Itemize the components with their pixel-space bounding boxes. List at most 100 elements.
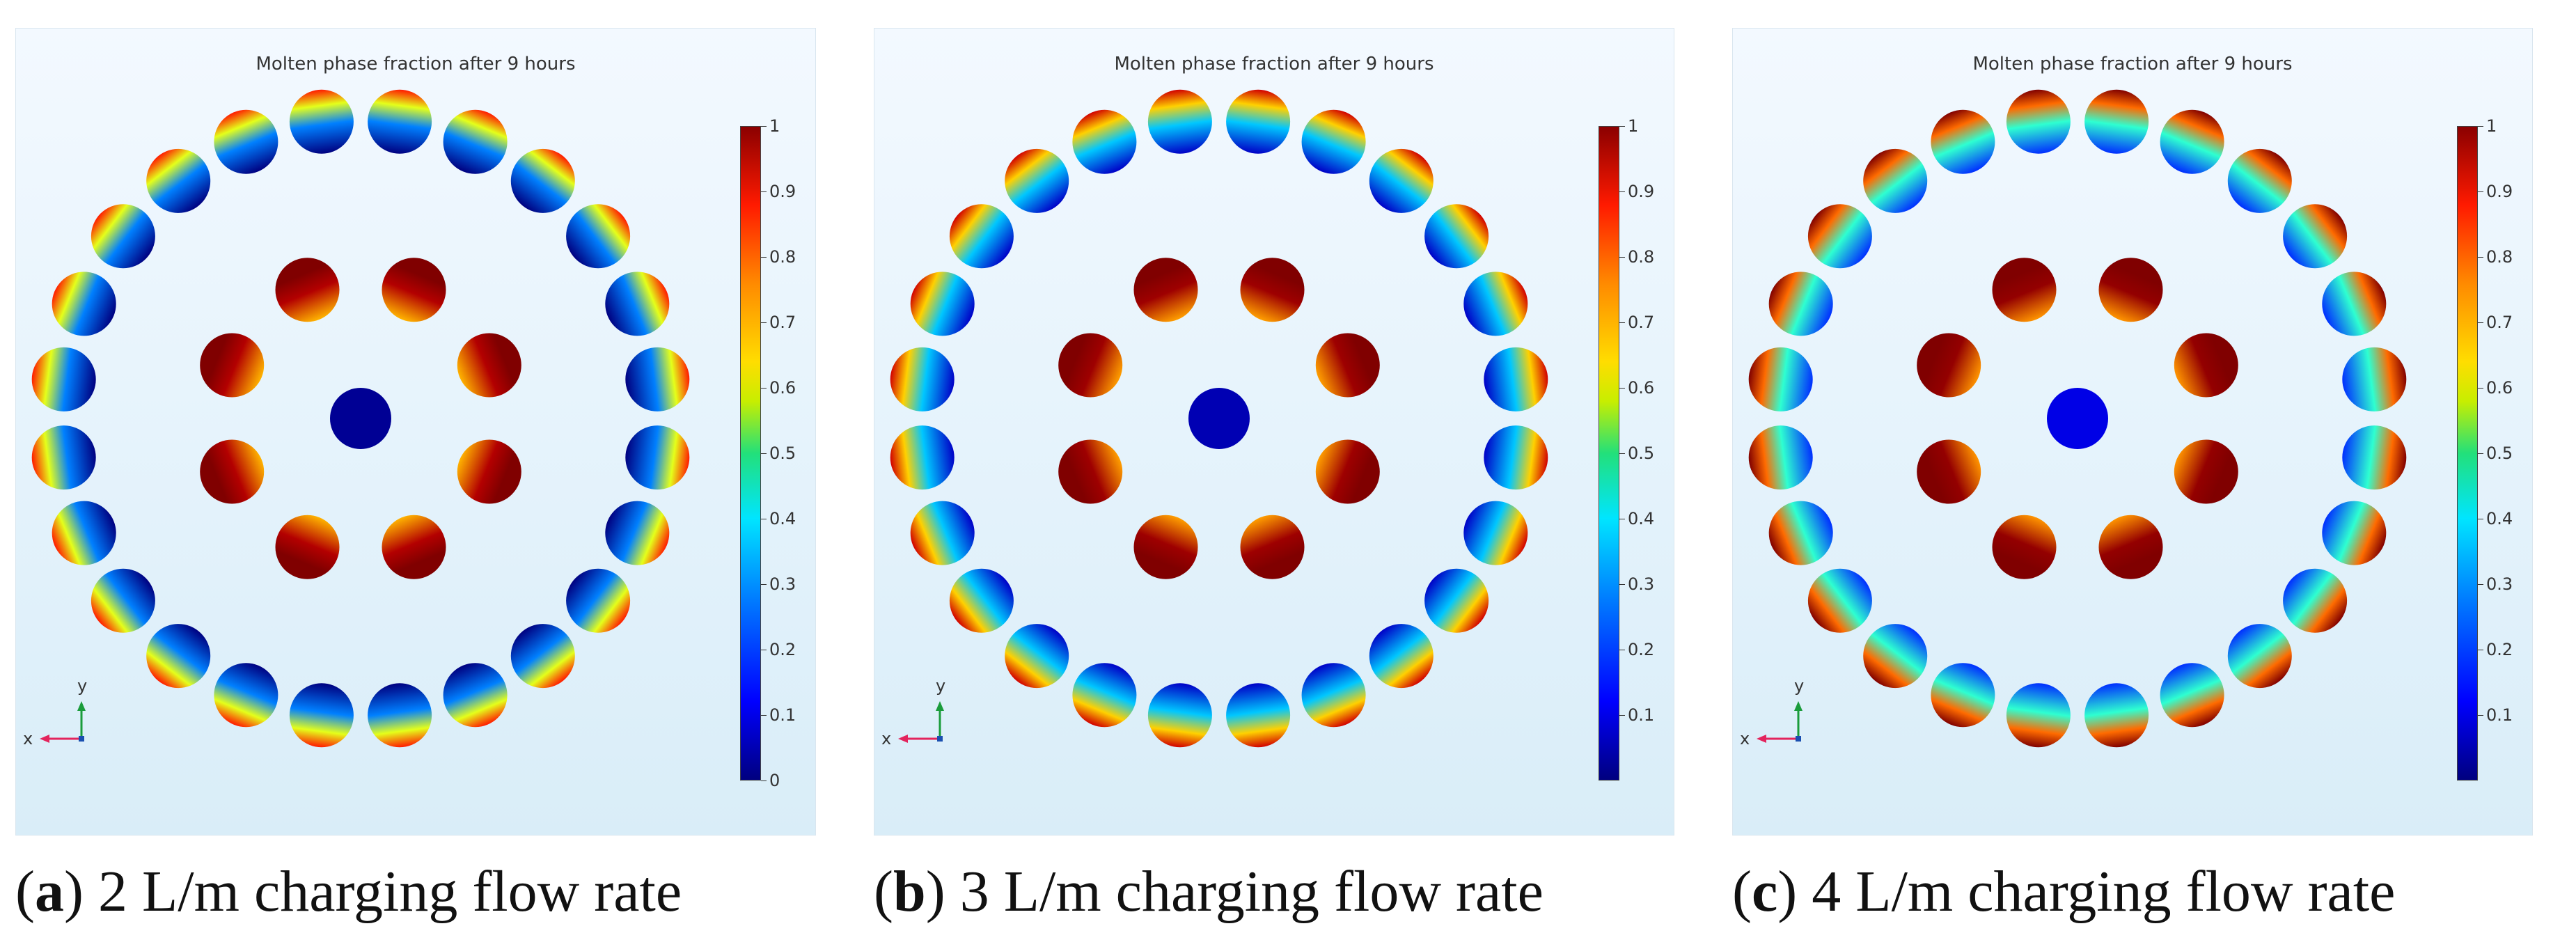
axis-triad: y x (22, 676, 105, 763)
colorbar-tick: 0.5 (1619, 444, 1655, 463)
caption: (b) 3 L/m charging flow rate (874, 859, 1544, 924)
outer-tube (2006, 89, 2071, 154)
outer-tube (1463, 272, 1528, 336)
outer-tube (2084, 89, 2149, 154)
outer-tube (1768, 501, 1833, 565)
outer-tube (1301, 663, 1366, 728)
outer-tube (2160, 663, 2224, 728)
colorbar-tick: 0.6 (1619, 378, 1655, 398)
inner-tube (1315, 439, 1380, 504)
inner-tube (2174, 439, 2238, 504)
outer-tube (2227, 148, 2292, 213)
axis-label-y: y (77, 676, 88, 696)
colorbar-tick: 0.8 (1619, 247, 1655, 267)
colorbar-tick: 0.1 (760, 705, 796, 725)
inner-tube (1133, 515, 1198, 579)
inner-tube (1133, 258, 1198, 322)
axis-label-y: y (1794, 676, 1805, 696)
inner-tube (382, 258, 446, 322)
colorbar-tick: 0.8 (760, 247, 796, 267)
plot-title: Molten phase fraction after 9 hours (1114, 54, 1434, 74)
outer-tube (605, 501, 670, 565)
outer-tube (443, 109, 508, 174)
outer-tube (890, 425, 955, 490)
outer-tube (1226, 683, 1291, 748)
colorbar-tick: 0.5 (760, 444, 796, 463)
outer-tube (949, 568, 1014, 633)
inner-tube (275, 258, 340, 322)
outer-tube (146, 148, 211, 213)
outer-tube (1863, 624, 1928, 689)
phase-field (890, 89, 1548, 748)
axis-triad: y x (880, 676, 964, 763)
caption: (c) 4 L/m charging flow rate (1732, 859, 2396, 924)
outer-tube (1147, 89, 1212, 154)
plot-area: Molten phase fraction after 9 hours 1 0.9… (1732, 28, 2533, 836)
panel-b: Molten phase fraction after 9 hours 1 0.9… (858, 0, 1717, 949)
inner-tube (457, 333, 521, 398)
colorbar (2457, 126, 2478, 781)
outer-tube (1748, 425, 1813, 490)
outer-tube (1301, 109, 1366, 174)
outer-tube (2084, 683, 2149, 748)
inner-tube (2098, 258, 2163, 322)
outer-tube (31, 347, 96, 411)
outer-tube (510, 624, 575, 689)
colorbar-tick: 0.6 (2477, 378, 2513, 398)
axis-triad-icon (1757, 701, 1803, 743)
outer-tube (625, 425, 690, 490)
outer-tube (1931, 109, 1995, 174)
outer-tube (1484, 425, 1548, 490)
caption-text: 4 L/m charging flow rate (1797, 859, 2396, 924)
outer-tube (2160, 109, 2224, 174)
caption-text: 3 L/m charging flow rate (945, 859, 1544, 924)
outer-tube (2283, 568, 2348, 633)
colorbar-tick: 0.2 (2477, 640, 2513, 659)
outer-tube (605, 272, 670, 336)
outer-tube (1768, 272, 1833, 336)
center-tube (1188, 388, 1250, 449)
colorbar-tick: 1 (2477, 116, 2497, 136)
outer-tube (1369, 624, 1434, 689)
colorbar-tick: 0.7 (760, 313, 796, 332)
colorbar-tick: 0.6 (760, 378, 796, 398)
outer-tube (1463, 501, 1528, 565)
colorbar-tick: 0.4 (760, 509, 796, 528)
colorbar-tick: 0.2 (1619, 640, 1655, 659)
outer-tube (146, 624, 211, 689)
colorbar (740, 126, 761, 781)
outer-tube (1005, 148, 1069, 213)
outer-tube (2342, 347, 2407, 411)
outer-tube (52, 272, 116, 336)
phase-field (31, 89, 690, 748)
caption: (a) 2 L/m charging flow rate (15, 859, 682, 924)
outer-tube (52, 501, 116, 565)
colorbar-tick: 0.9 (2477, 182, 2513, 201)
panel-a: Molten phase fraction after 9 hours 1 0.9… (0, 0, 858, 949)
inner-tube (382, 515, 446, 579)
outer-tube (566, 204, 631, 269)
outer-tube (214, 663, 278, 728)
outer-tube (2006, 683, 2071, 748)
axis-triad: y x (1738, 676, 1822, 763)
outer-tube (368, 683, 432, 748)
outer-tube (91, 204, 155, 269)
outer-tube (1484, 347, 1548, 411)
caption-letter: a (34, 859, 64, 924)
axis-triad-icon (898, 701, 944, 743)
outer-tube (1863, 148, 1928, 213)
panel-c: Molten phase fraction after 9 hours 1 0.9… (1717, 0, 2575, 949)
phase-field (1748, 89, 2407, 748)
outer-tube (1226, 89, 1291, 154)
outer-tube (890, 347, 955, 411)
plot-area: Molten phase fraction after 9 hours 1 0.9… (15, 28, 816, 836)
outer-tube (214, 109, 278, 174)
colorbar-tick: 0.3 (2477, 574, 2513, 594)
outer-tube (2283, 204, 2348, 269)
inner-tube (1315, 333, 1380, 398)
inner-tube (2098, 515, 2163, 579)
caption-letter: c (1751, 859, 1778, 924)
outer-tube (910, 501, 975, 565)
caption-letter: b (893, 859, 926, 924)
colorbar-tick: 0 (760, 771, 780, 790)
